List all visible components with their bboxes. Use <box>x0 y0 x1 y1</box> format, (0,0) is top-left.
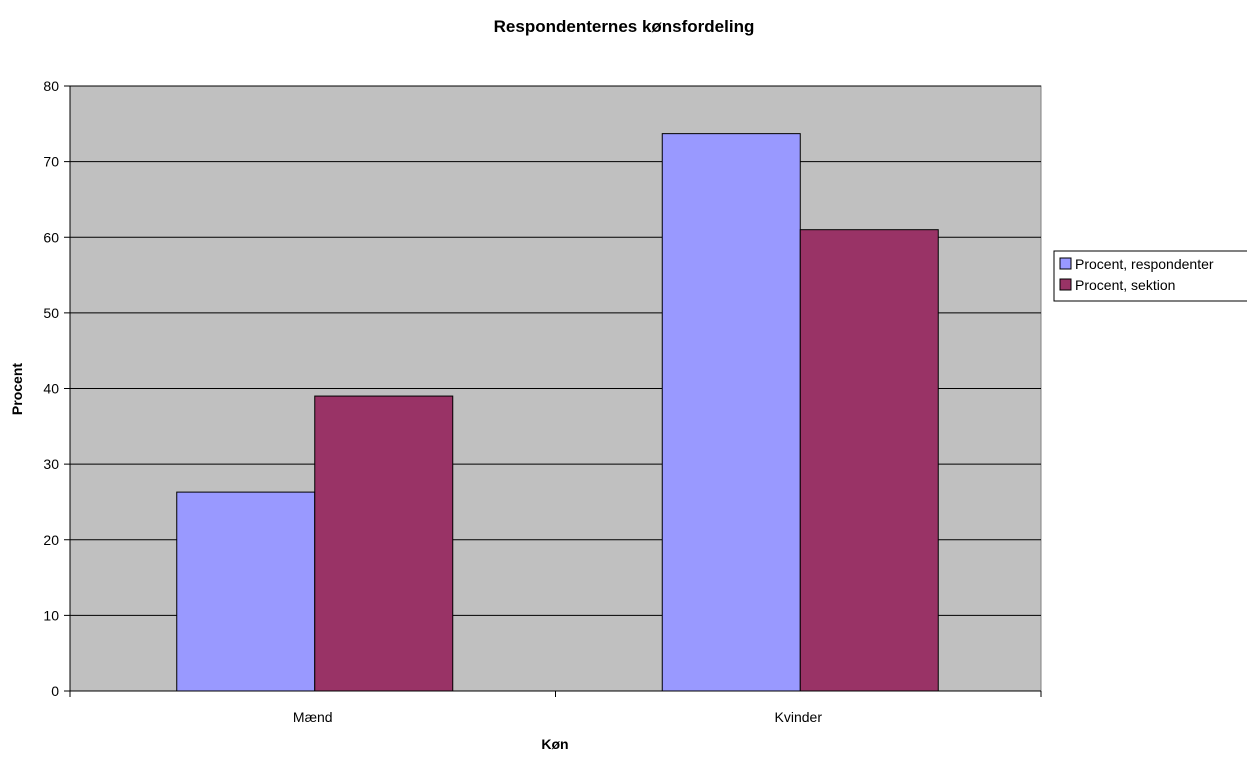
y-tick-label: 40 <box>43 381 59 397</box>
y-axis-title: Procent <box>9 363 25 415</box>
legend-swatch <box>1059 278 1072 291</box>
y-tick-label: 60 <box>43 229 59 245</box>
y-tick-label: 70 <box>43 154 59 170</box>
y-tick-label: 80 <box>43 78 59 94</box>
y-tick-label: 20 <box>43 532 59 548</box>
x-tick-label: Mænd <box>293 709 333 725</box>
chart-title: Respondenternes kønsfordeling <box>494 17 755 36</box>
bar <box>661 133 801 692</box>
bars <box>176 133 939 692</box>
y-tick-label: 30 <box>43 456 59 472</box>
y-tick-label: 50 <box>43 305 59 321</box>
legend-label: Procent, sektion <box>1075 277 1175 293</box>
x-axis-ticks: Mænd Kvinder <box>69 691 1042 725</box>
legend: Procent, respondenter Procent, sektion <box>1053 250 1247 302</box>
y-tick-label: 0 <box>51 683 59 699</box>
y-tick-label: 10 <box>43 607 59 623</box>
bar <box>799 229 939 692</box>
x-tick-label: Kvinder <box>775 709 823 725</box>
x-axis-title: Køn <box>541 736 568 752</box>
y-axis-ticks: 0 10 20 30 40 50 60 70 80 <box>43 78 70 699</box>
legend-box <box>1053 250 1247 302</box>
legend-label: Procent, respondenter <box>1075 256 1214 272</box>
legend-swatch <box>1059 257 1072 270</box>
bar <box>314 395 454 692</box>
bar <box>176 491 316 692</box>
